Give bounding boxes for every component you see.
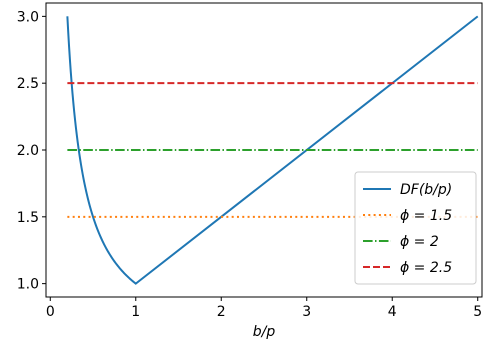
x-tick-label: 3 (302, 304, 311, 320)
y-tick-label: 1.5 (17, 210, 39, 226)
legend-label-2: ϕ = 2 (400, 234, 439, 250)
series-line-0 (66, 15, 479, 285)
x-tick-label: 0 (46, 304, 55, 320)
y-axis: 1.0 1.5 2.0 2.5 3.0 (17, 9, 46, 293)
legend-label-3: ϕ = 2.5 (400, 260, 452, 276)
y-tick-label: 2.5 (17, 76, 39, 92)
x-tick-label: 4 (388, 304, 397, 320)
x-tick-label: 2 (217, 304, 226, 320)
x-tick-label: 5 (473, 304, 482, 320)
legend: DF(b/p) ϕ = 1.5 ϕ = 2 ϕ = 2.5 (354, 171, 477, 285)
x-tick-label: 1 (131, 304, 140, 320)
legend-label-0: DF(b/p) (400, 182, 452, 198)
y-tick-label: 2.0 (17, 143, 39, 159)
plot-lines (66, 15, 479, 285)
y-tick-label: 3.0 (17, 9, 39, 25)
x-axis: 0 1 2 3 4 5 (46, 297, 482, 320)
legend-label-1: ϕ = 1.5 (400, 208, 452, 224)
legend-box (354, 171, 477, 285)
x-axis-label: b/p (253, 324, 276, 340)
y-tick-label: 1.0 (17, 277, 39, 293)
